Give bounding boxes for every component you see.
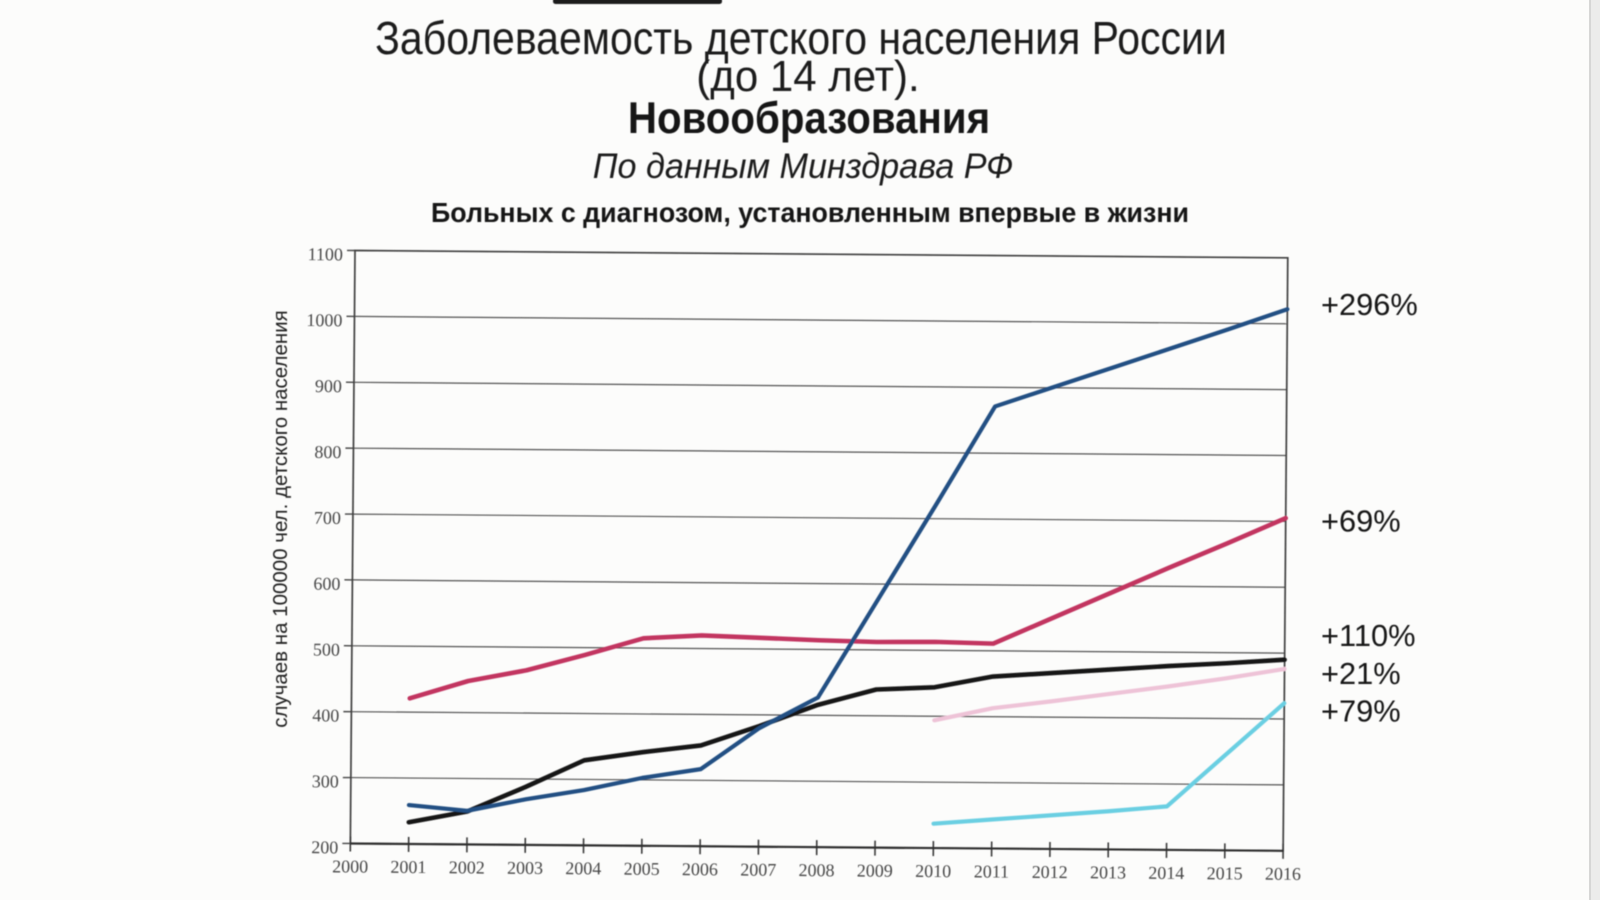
svg-text:По данным Минздрава РФ: По данным Минздрава РФ <box>593 146 1014 186</box>
svg-text:2007: 2007 <box>740 860 776 880</box>
svg-text:Больных с диагнозом, установле: Больных с диагнозом, установленным вперв… <box>431 196 1189 228</box>
svg-text:2010: 2010 <box>915 861 951 881</box>
svg-text:900: 900 <box>315 376 342 396</box>
svg-text:случаев на 100000 чел. детског: случаев на 100000 чел. детского населени… <box>269 310 292 728</box>
svg-text:800: 800 <box>314 442 341 462</box>
svg-text:1100: 1100 <box>308 244 343 264</box>
svg-text:+79%: +79% <box>1321 694 1401 729</box>
svg-text:2005: 2005 <box>624 859 660 879</box>
svg-text:2014: 2014 <box>1148 863 1184 883</box>
svg-text:+296%: +296% <box>1321 287 1418 322</box>
svg-text:2006: 2006 <box>682 859 718 879</box>
svg-text:2015: 2015 <box>1207 863 1243 883</box>
svg-text:200: 200 <box>311 837 338 857</box>
svg-text:+21%: +21% <box>1321 656 1401 691</box>
svg-text:2011: 2011 <box>974 861 1009 881</box>
svg-text:500: 500 <box>313 639 340 659</box>
svg-text:1000: 1000 <box>306 310 342 330</box>
svg-text:+69%: +69% <box>1321 504 1401 539</box>
svg-text:2016: 2016 <box>1265 864 1301 884</box>
svg-text:2001: 2001 <box>390 857 426 877</box>
svg-text:+110%: +110% <box>1321 618 1415 653</box>
svg-text:2013: 2013 <box>1090 862 1126 882</box>
svg-text:2008: 2008 <box>798 860 834 880</box>
svg-text:300: 300 <box>312 771 339 791</box>
svg-text:Новообразования: Новообразования <box>628 93 990 142</box>
svg-text:700: 700 <box>314 508 341 528</box>
svg-text:(до 14 лет).: (до 14 лет). <box>696 52 919 101</box>
svg-text:2012: 2012 <box>1032 862 1068 882</box>
svg-text:2003: 2003 <box>507 858 543 878</box>
svg-text:Заболеваемость детского населе: Заболеваемость детского населения России <box>375 13 1227 65</box>
svg-text:600: 600 <box>313 574 340 594</box>
svg-text:2000: 2000 <box>332 856 368 876</box>
svg-text:2004: 2004 <box>565 858 601 878</box>
svg-text:2009: 2009 <box>857 860 893 880</box>
svg-text:2002: 2002 <box>449 857 485 877</box>
svg-text:400: 400 <box>312 705 339 725</box>
